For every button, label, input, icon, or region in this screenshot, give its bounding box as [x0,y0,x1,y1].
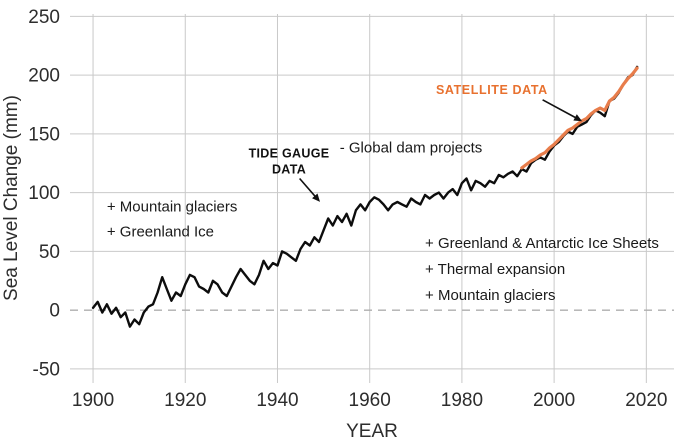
annotation-arrowhead-tide-gauge-data [312,193,321,202]
plot-layer: + Mountain glaciers + Greenland Ice TIDE G… [28,7,674,411]
y-tick-label: 50 [39,242,60,263]
x-tick-label: 2020 [625,390,667,411]
x-tick-label: 1940 [256,390,298,411]
x-tick-label: 1960 [349,390,391,411]
annotation-tide-gauge-data: TIDE GAUGE DATA [249,146,330,176]
x-tick-label: 2000 [533,390,575,411]
annotation-glaciers-greenland: + Mountain glaciers + Greenland Ice [107,198,238,240]
y-tick-label: 150 [28,124,60,145]
satellite-line [520,66,639,170]
x-tick-label: 1900 [72,390,114,411]
tide-gauge-line [91,65,639,328]
annotation-arrow-satellite-data [542,99,580,121]
y-axis-title: Sea Level Change (mm) [1,95,22,301]
annotation-satellite-data: SATELLITE DATA [436,83,548,97]
y-tick-label: 200 [28,66,60,87]
x-tick-label: 1980 [441,390,483,411]
x-tick-label: 1920 [164,390,206,411]
annotation-global-dam-projects: - Global dam projects [340,140,483,157]
annotation-arrowhead-satellite-data [573,114,583,122]
annotation-ice-sheets-thermal: + Greenland & Antarctic Ice Sheets + Ther… [425,235,659,304]
gridlines [70,14,674,383]
x-axis-title: YEAR [346,421,398,442]
y-tick-label: 0 [49,301,60,322]
y-tick-label: -50 [33,359,60,380]
y-tick-label: 100 [28,183,60,204]
y-tick-label: 250 [28,7,60,28]
tick-labels: 1900 1920 1940 1960 1980 2000 2020 -50 0 50 100 150… [28,7,667,411]
